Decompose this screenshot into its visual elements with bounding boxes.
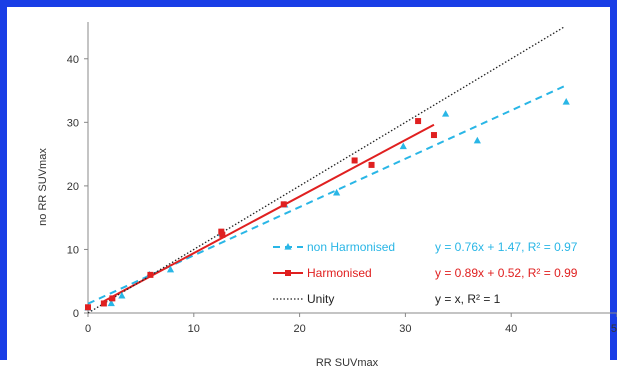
data-point-non-harmonised xyxy=(118,291,126,299)
x-tick-label: 30 xyxy=(399,323,411,335)
data-point-harmonised xyxy=(85,304,91,311)
x-tick-label: 0 xyxy=(85,323,91,335)
legend-equation-harmonised: y = 0.89x + 0.52, R² = 0.99 xyxy=(435,266,578,280)
axes: 0 10 20 30 40 50 0 10 20 30 40 xyxy=(67,22,617,335)
legend-equation-non-harmonised: y = 0.76x + 1.47, R² = 0.97 xyxy=(435,240,578,254)
legend-equation-unity: y = x, R² = 1 xyxy=(435,292,501,306)
x-tick-label: 50 xyxy=(611,323,617,335)
legend: non Harmonised y = 0.76x + 1.47, R² = 0.9… xyxy=(273,240,578,306)
legend-marker-non-harmonised xyxy=(284,243,292,250)
data-point-harmonised xyxy=(280,201,287,208)
data-point-non-harmonised xyxy=(107,299,115,307)
trendline-unity xyxy=(87,26,565,314)
x-tick-label: 40 xyxy=(505,323,517,335)
data-point-harmonised xyxy=(147,271,154,278)
legend-label-non-harmonised: non Harmonised xyxy=(307,240,395,254)
y-tick-label: 30 xyxy=(67,117,79,129)
y-tick-label: 20 xyxy=(67,181,79,193)
x-tick-label: 10 xyxy=(188,323,200,335)
data-points xyxy=(84,97,570,311)
data-point-harmonised xyxy=(351,157,358,164)
y-tick-label: 10 xyxy=(67,244,79,256)
data-point-harmonised xyxy=(218,228,225,235)
data-point-harmonised xyxy=(100,300,107,307)
data-point-harmonised xyxy=(430,132,437,139)
x-axis-label: RR SUVmax xyxy=(316,357,379,367)
data-point-harmonised xyxy=(415,118,422,125)
y-tick-label: 0 xyxy=(73,308,79,320)
data-point-non-harmonised xyxy=(473,136,481,144)
data-point-non-harmonised xyxy=(442,110,450,117)
y-axis-label: no RR SUVmax xyxy=(37,148,49,226)
legend-label-unity: Unity xyxy=(307,292,334,306)
fit-lines xyxy=(87,26,567,314)
legend-label-harmonised: Harmonised xyxy=(307,266,372,280)
data-point-non-harmonised xyxy=(399,142,407,150)
scatter-chart: 0 10 20 30 40 50 0 10 20 30 40 non Harmonised y = 0… xyxy=(37,22,617,367)
legend-marker-harmonised xyxy=(285,270,291,276)
y-tick-label: 40 xyxy=(67,54,79,66)
data-point-harmonised xyxy=(219,231,226,238)
data-point-non-harmonised xyxy=(562,97,570,105)
data-point-non-harmonised xyxy=(166,265,175,273)
data-point-non-harmonised xyxy=(333,188,341,196)
data-point-harmonised xyxy=(109,295,116,302)
x-tick-label: 20 xyxy=(293,323,305,335)
data-point-harmonised xyxy=(368,161,375,168)
trendline-harmonised xyxy=(103,123,435,303)
